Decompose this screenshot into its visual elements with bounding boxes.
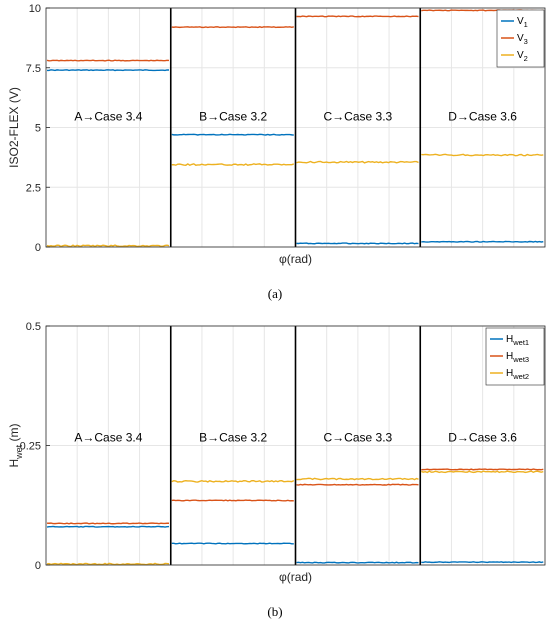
series-wet2-segment [296, 477, 419, 481]
x-axis-label: φ(rad) [279, 252, 312, 266]
y-tick-label: 0.5 [26, 321, 41, 333]
segment-annotation: A→Case 3.4 [74, 109, 142, 123]
x-axis-label: φ(rad) [279, 570, 312, 584]
series-1-segment [46, 69, 170, 72]
series-3-segment [296, 15, 419, 18]
series-wet1-segment [421, 561, 544, 564]
caption-a: (a) [268, 286, 282, 301]
y-axis-label: Hwet (m) [7, 423, 24, 467]
y-tick-label: 0.25 [20, 441, 41, 453]
chart-a: 0 2.5 5 7.5 10 A→Case 3.4 B→Case 3.2 C→Case 3.3… [7, 3, 546, 266]
series-wet1-segment [171, 542, 294, 545]
caption-b: (b) [267, 604, 282, 619]
series-1-segment [296, 242, 419, 245]
y-tick-label: 10 [29, 3, 41, 15]
series-1-segment [421, 240, 544, 243]
series-wet1-segment [296, 561, 419, 564]
segment-annotation: B→Case 3.2 [199, 109, 267, 123]
series-wet2-segment [421, 470, 544, 474]
series-wet3-segment [421, 468, 544, 471]
y-tick-label: 2.5 [26, 182, 41, 194]
legend-entry: Hwet2 [506, 368, 529, 381]
series-wet2-segment [46, 562, 170, 566]
y-tick-label: 5 [35, 123, 41, 135]
series-2-segment [296, 160, 419, 164]
legend-entry: Hwet1 [506, 334, 529, 347]
series-2-segment [171, 163, 295, 167]
y-axis-label: ISO2-FLEX (V) [7, 87, 21, 168]
series-1-segment [171, 133, 294, 136]
segment-annotation: A→Case 3.4 [74, 431, 142, 445]
legend-entry: V1 [517, 16, 528, 29]
series-2-segment [46, 244, 170, 248]
segment-annotation: B→Case 3.2 [199, 431, 267, 445]
y-tick-label: 0 [35, 242, 41, 254]
series-wet3-segment [171, 499, 294, 502]
legend-entry: V3 [517, 33, 528, 46]
y-tick-label: 0 [35, 560, 41, 572]
segment-annotation: D→Case 3.6 [448, 109, 517, 123]
legend-entry: V2 [517, 50, 528, 63]
y-tick-label: 7.5 [26, 63, 41, 75]
segment-annotation: D→Case 3.6 [448, 431, 517, 445]
segment-annotation: C→Case 3.3 [324, 109, 393, 123]
segment-annotation: C→Case 3.3 [324, 431, 393, 445]
series-3-segment [46, 59, 170, 62]
series-3-segment [171, 26, 294, 29]
series-wet2-segment [171, 479, 295, 483]
series-wet3-segment [46, 522, 169, 525]
chart-b: 0 0.25 0.5 A→Case 3.4 B→Case 3.2 C→Case 3.3 D→… [7, 321, 546, 584]
series-wet3-segment [296, 483, 419, 486]
series-2-segment [421, 153, 544, 157]
legend-entry: Hwet3 [506, 351, 529, 364]
series-wet1-segment [46, 525, 170, 528]
